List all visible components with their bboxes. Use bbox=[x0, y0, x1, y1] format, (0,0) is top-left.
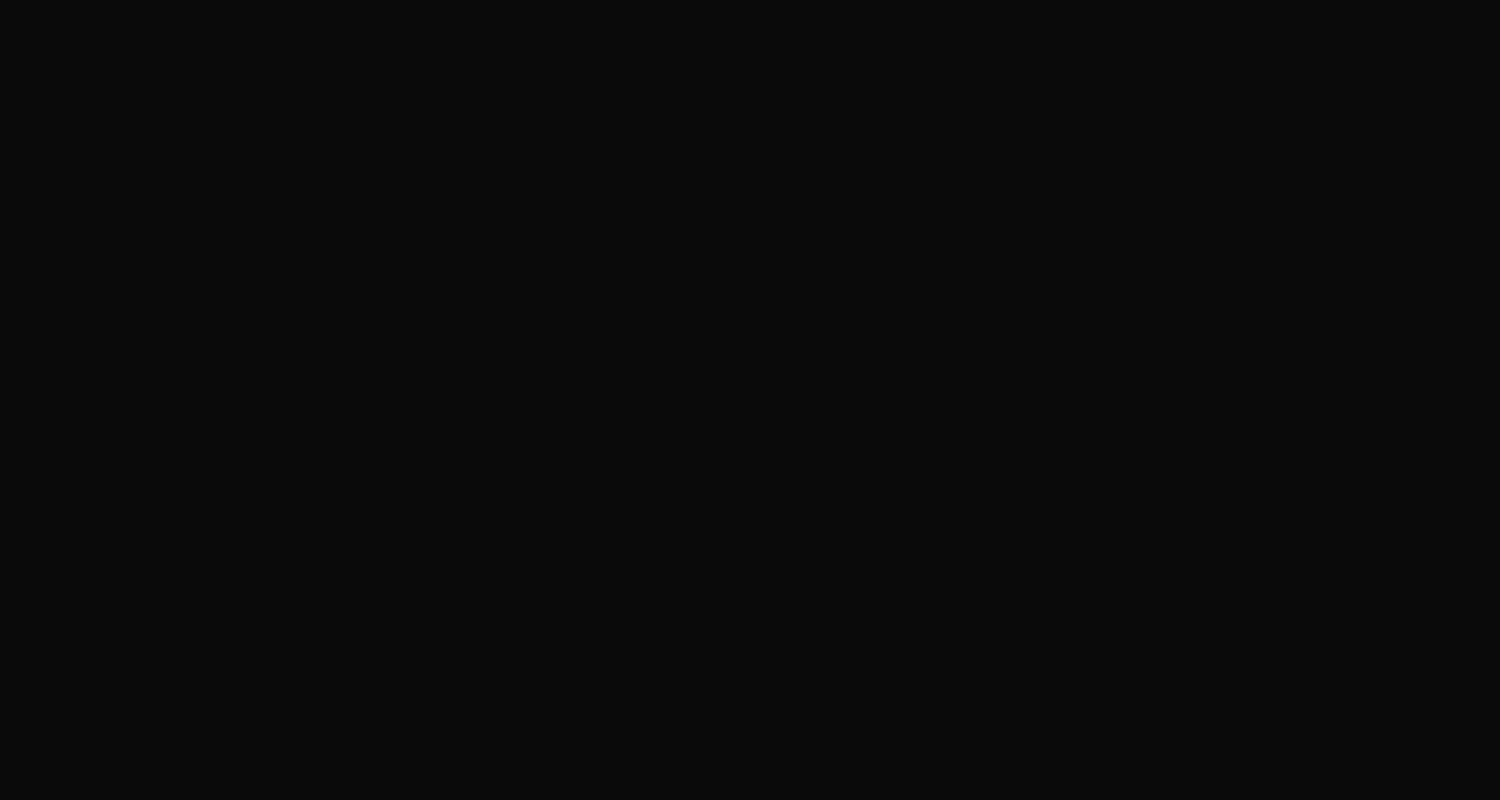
chart-container bbox=[0, 0, 1500, 800]
legend bbox=[1434, 98, 1460, 134]
legend-item-supply bbox=[1434, 98, 1460, 116]
legend-swatch-icon bbox=[1434, 120, 1448, 130]
legend-item-volume bbox=[1434, 116, 1460, 134]
legend-line-icon bbox=[1434, 106, 1454, 108]
